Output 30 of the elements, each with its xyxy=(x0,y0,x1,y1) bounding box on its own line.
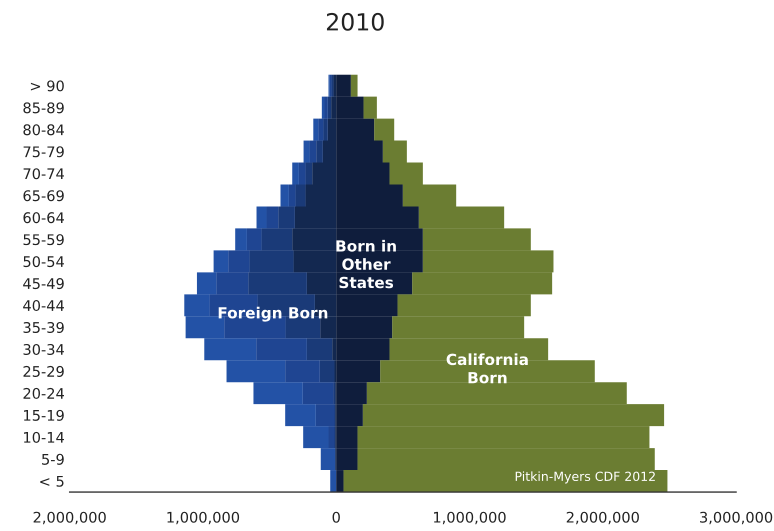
y-tick-label: 35-39 xyxy=(24,322,64,334)
y-tick-label: 85-89 xyxy=(23,102,64,114)
y-tick-label: 60-64 xyxy=(23,212,64,224)
y-tick-label: 15-19 xyxy=(24,410,64,421)
y-tick-label: 80-84 xyxy=(23,124,64,136)
annotation: Pitkin-Myers CDF 2012 xyxy=(516,471,655,484)
y-tick-label: < 5 xyxy=(40,476,64,487)
y-tick-label: 10-14 xyxy=(24,432,64,443)
series-label: Foreign Born xyxy=(218,306,328,322)
y-tick-label: 55-59 xyxy=(24,234,64,246)
y-tick-label: 70-74 xyxy=(24,168,64,180)
series-label: Born in Other States xyxy=(336,240,396,288)
x-tick-label: 0 xyxy=(332,512,340,523)
y-tick-label: > 90 xyxy=(30,80,64,92)
x-tick-label: 2,000,000 xyxy=(34,512,106,524)
y-tick-label: 30-34 xyxy=(24,344,64,355)
y-tick-label: 50-54 xyxy=(24,256,64,268)
x-tick-label: 1,000,000 xyxy=(167,512,240,524)
y-tick-label: 40-44 xyxy=(23,300,64,312)
chart-title: 2010 xyxy=(326,12,384,31)
y-tick-label: 75-79 xyxy=(24,146,64,158)
x-tick-label: 2,000,000 xyxy=(566,512,639,524)
y-tick-label: 65-69 xyxy=(23,190,64,202)
y-tick-label: 45-49 xyxy=(23,278,64,290)
x-tick-label: 1,000,000 xyxy=(434,512,506,524)
y-tick-label: 25-29 xyxy=(23,366,64,377)
series-label: California Born xyxy=(446,353,528,384)
x-tick-label: 3,000,000 xyxy=(700,512,772,524)
y-tick-label: 5-9 xyxy=(42,454,64,465)
y-tick-label: 20-24 xyxy=(23,388,64,399)
